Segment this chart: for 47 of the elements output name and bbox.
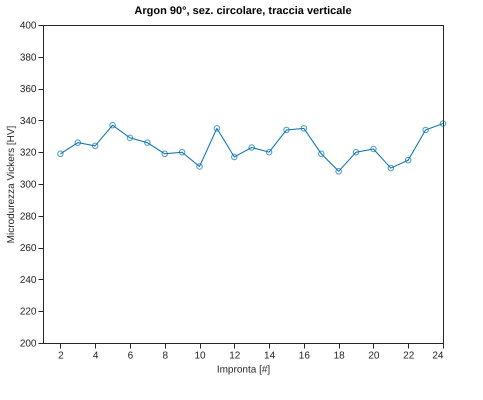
point — [214, 125, 220, 132]
x-tick-label: 12 — [229, 350, 241, 362]
x-tick-label: 14 — [264, 350, 276, 362]
point — [248, 144, 255, 151]
point — [388, 164, 394, 172]
point — [109, 122, 116, 128]
x-tick-label: 4 — [92, 350, 99, 362]
x-tick-label: 6 — [128, 350, 134, 362]
point — [370, 146, 377, 152]
x-axis-title: Impronta [#] — [216, 364, 270, 376]
y-tick-label: 400 — [20, 20, 37, 32]
point — [422, 126, 429, 134]
point — [352, 148, 360, 156]
x-tick-label: 10 — [194, 350, 206, 362]
point — [74, 139, 82, 146]
x-tick-label: 18 — [334, 350, 346, 362]
y-tick-label: 300 — [20, 180, 37, 190]
x-tick-label: 16 — [298, 350, 310, 362]
x-tick-label: 24 — [432, 350, 444, 362]
y-tick-label: 340 — [20, 116, 37, 127]
point — [196, 163, 203, 170]
y-tick-label: 360 — [20, 84, 37, 96]
point — [300, 125, 308, 132]
point — [162, 150, 168, 158]
y-tick-label: 320 — [20, 148, 37, 159]
point — [266, 148, 272, 156]
x-tick-label: 22 — [403, 350, 415, 362]
y-tick-label: 260 — [20, 243, 37, 254]
chart-title: Argon 90°, sez. circolare, traccia verticale — [134, 5, 352, 17]
point — [283, 126, 290, 134]
point — [318, 150, 324, 158]
x-tick-label: 8 — [162, 350, 168, 362]
point — [178, 148, 186, 156]
point — [144, 139, 151, 146]
point — [335, 168, 342, 175]
point — [92, 142, 98, 150]
point — [231, 154, 238, 160]
y-tick-label: 240 — [20, 274, 37, 286]
x-tick-label: 2 — [58, 350, 64, 362]
point — [404, 156, 412, 164]
y-tick-label: 220 — [20, 306, 37, 318]
y-tick-label: 200 — [20, 338, 37, 350]
x-tick-label: 20 — [368, 350, 380, 362]
y-axis-title: Microdurezza Vickers [HV] — [6, 125, 17, 244]
point — [126, 134, 134, 142]
y-tick-label: 280 — [20, 211, 37, 222]
y-tick-label: 380 — [20, 52, 37, 64]
